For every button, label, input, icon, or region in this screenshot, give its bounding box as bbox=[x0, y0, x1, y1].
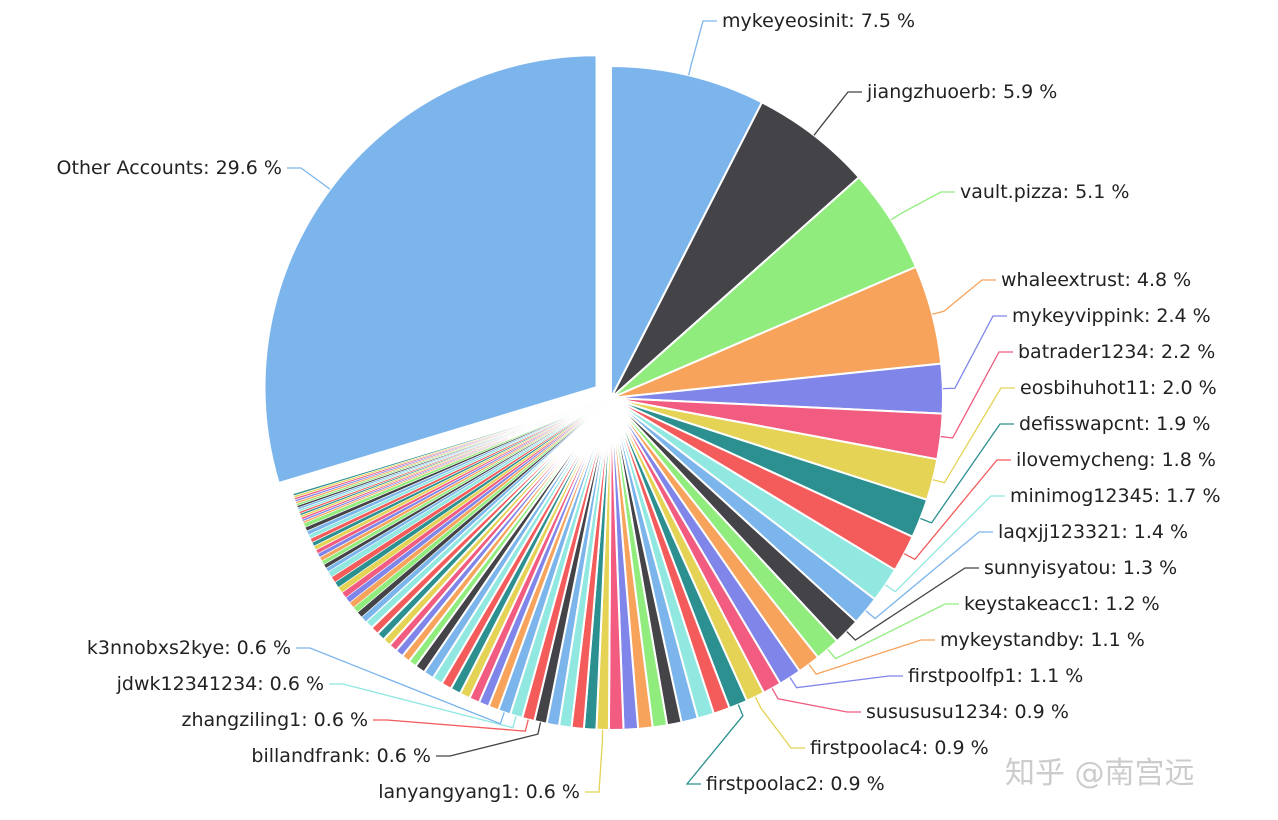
data-label-zhangziling1: zhangziling1: 0.6 % bbox=[181, 709, 368, 731]
connector-firstpoolfp1 bbox=[789, 675, 903, 689]
connector-keystakeacc1 bbox=[827, 603, 959, 660]
data-label-billandfrank: billandfrank: 0.6 % bbox=[251, 745, 431, 767]
connector-vault-pizza bbox=[890, 191, 955, 221]
connector-jdwk12341234 bbox=[329, 683, 517, 729]
connector-minimog12345 bbox=[885, 495, 1005, 593]
data-label-minimog12345: minimog12345: 1.7 % bbox=[1010, 485, 1221, 507]
connector-sunnyisyatou bbox=[846, 567, 979, 641]
connector-firstpoolac4 bbox=[754, 696, 805, 749]
connector-whaleextrust bbox=[932, 279, 996, 315]
data-label-vault-pizza: vault.pizza: 5.1 % bbox=[960, 181, 1129, 203]
data-label-laqxjj123321: laqxjj123321: 1.4 % bbox=[998, 521, 1188, 543]
data-label-mykeyeosinit: mykeyeosinit: 7.5 % bbox=[722, 10, 915, 32]
connector-firstpoolac2 bbox=[685, 704, 744, 785]
data-label-susususu1234: susususu1234: 0.9 % bbox=[866, 701, 1069, 723]
connector-billandfrank bbox=[436, 722, 542, 757]
connector-susususu1234 bbox=[771, 687, 861, 713]
connector-mykeyeosinit bbox=[688, 20, 717, 76]
pie-slice-mykeyeosinit[interactable] bbox=[610, 65, 764, 399]
data-label-ilovemycheng: ilovemycheng: 1.8 % bbox=[1016, 449, 1216, 471]
connector-jiangzhuoerb bbox=[813, 91, 862, 136]
connector-k3nnobxs2kye bbox=[296, 647, 505, 725]
pie-slice-other-accounts[interactable] bbox=[263, 54, 598, 485]
data-label-firstpoolac4: firstpoolac4: 0.9 % bbox=[810, 737, 989, 759]
data-label-k3nnobxs2kye: k3nnobxs2kye: 0.6 % bbox=[87, 637, 291, 659]
data-label-jiangzhuoerb: jiangzhuoerb: 5.9 % bbox=[866, 81, 1057, 103]
connector-ilovemycheng bbox=[903, 459, 1011, 561]
data-label-mykeystandby: mykeystandby: 1.1 % bbox=[940, 629, 1145, 651]
connector-zhangziling1 bbox=[373, 719, 529, 732]
pie-slice-jiangzhuoerb[interactable] bbox=[610, 101, 861, 399]
data-label-firstpoolac2: firstpoolac2: 0.9 % bbox=[706, 773, 885, 795]
data-label-jdwk12341234: jdwk12341234: 0.6 % bbox=[116, 673, 324, 695]
connector-eosbihuhot11 bbox=[932, 387, 1015, 484]
data-label-sunnyisyatou: sunnyisyatou: 1.3 % bbox=[984, 557, 1177, 579]
connector-batrader1234 bbox=[940, 351, 1013, 439]
label-connectors bbox=[287, 20, 1015, 793]
connector-laqxjj123321 bbox=[865, 531, 993, 620]
data-label-batrader1234: batrader1234: 2.2 % bbox=[1018, 341, 1215, 363]
data-label-other-accounts: Other Accounts: 29.6 % bbox=[57, 157, 282, 179]
data-label-defisswapcnt: defisswapcnt: 1.9 % bbox=[1019, 413, 1210, 435]
data-label-keystakeacc1: keystakeacc1: 1.2 % bbox=[964, 593, 1160, 615]
pie-slice-90[interactable] bbox=[292, 397, 612, 497]
connector-mykeyvippink bbox=[942, 315, 1007, 390]
data-label-whaleextrust: whaleextrust: 4.8 % bbox=[1001, 269, 1191, 291]
watermark: 知乎 @南宫远 bbox=[1005, 756, 1195, 791]
connector-lanyangyang1 bbox=[585, 729, 604, 793]
data-label-eosbihuhot11: eosbihuhot11: 2.0 % bbox=[1020, 377, 1217, 399]
pie-slices bbox=[263, 54, 944, 731]
data-labels: mykeyeosinit: 7.5 % jiangzhuoerb: 5.9 % va… bbox=[57, 10, 1221, 803]
data-label-lanyangyang1: lanyangyang1: 0.6 % bbox=[378, 781, 580, 803]
data-label-mykeyvippink: mykeyvippink: 2.4 % bbox=[1012, 305, 1211, 327]
data-label-firstpoolfp1: firstpoolfp1: 1.1 % bbox=[908, 665, 1083, 687]
connector-defisswapcnt bbox=[920, 423, 1014, 524]
connector-mykeystandby bbox=[808, 639, 935, 675]
connector-other-accounts bbox=[287, 167, 331, 190]
